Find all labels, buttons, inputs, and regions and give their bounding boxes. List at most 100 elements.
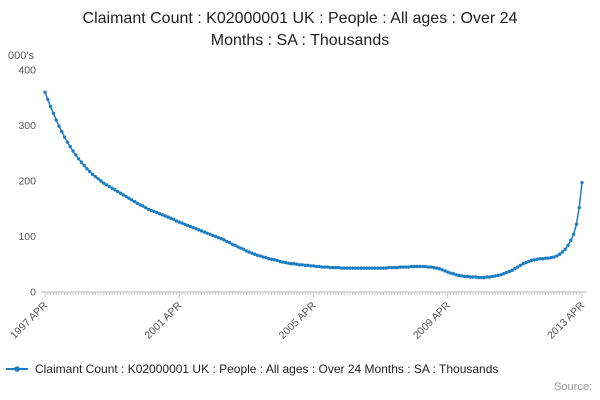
data-point [174, 219, 179, 223]
data-point [555, 254, 559, 258]
data-point [563, 247, 567, 251]
data-point [255, 253, 260, 258]
data-point [404, 265, 408, 269]
data-point [504, 270, 509, 275]
data-point [580, 180, 584, 185]
data-point [230, 242, 235, 246]
data-point [546, 256, 551, 260]
data-point [479, 275, 484, 280]
data-point [440, 268, 444, 272]
data-point [457, 273, 461, 278]
data-point [336, 265, 341, 270]
data-point [448, 271, 453, 275]
data-point [185, 223, 190, 228]
data-point [462, 274, 467, 279]
data-point [390, 265, 394, 270]
data-point [395, 265, 400, 270]
data-point [507, 269, 511, 274]
data-point [317, 264, 321, 269]
data-point [434, 266, 439, 270]
data-point [356, 266, 360, 270]
data-point [275, 258, 279, 263]
chart-title: Claimant Count : K02000001 UK : People :… [82, 10, 518, 49]
data-point [359, 266, 363, 270]
data-point [420, 264, 425, 269]
data-point [118, 191, 123, 195]
data-point [82, 163, 86, 168]
y-tick-label: 0 [30, 287, 36, 299]
data-point [62, 135, 67, 139]
data-point [538, 257, 542, 261]
data-point [381, 266, 386, 270]
data-point [258, 254, 263, 258]
data-point [566, 243, 570, 248]
y-tick-label: 300 [18, 120, 36, 132]
data-point [476, 275, 481, 280]
x-tick-label: 1997 APR [8, 299, 50, 341]
data-point [376, 266, 380, 270]
data-point [51, 111, 56, 115]
data-point [110, 186, 114, 190]
data-point [169, 216, 173, 220]
data-point [60, 129, 64, 134]
data-point [418, 264, 422, 269]
data-point [549, 255, 553, 260]
data-point [197, 228, 201, 232]
data-point [560, 250, 565, 254]
data-point [532, 258, 537, 262]
data-point [437, 266, 442, 271]
data-point [281, 260, 285, 264]
data-point [146, 207, 151, 212]
data-point [107, 184, 112, 189]
data-point [236, 245, 240, 249]
data-point [160, 213, 165, 217]
data-point [113, 188, 117, 192]
data-point [65, 140, 70, 144]
data-point [432, 265, 436, 270]
data-point [362, 266, 366, 270]
data-point [219, 237, 223, 241]
data-point [557, 252, 562, 256]
y-tick-label: 200 [18, 176, 36, 188]
data-point [205, 231, 209, 235]
data-point [48, 104, 53, 109]
y-tick-label: 100 [18, 231, 36, 243]
data-point [143, 205, 148, 210]
data-point [54, 118, 58, 122]
data-point [202, 230, 207, 234]
data-point [518, 263, 523, 268]
data-point [85, 167, 89, 171]
data-point [177, 220, 181, 224]
source-label: Source: [554, 381, 592, 393]
data-point [322, 265, 327, 269]
data-point [429, 265, 433, 269]
data-point [328, 265, 332, 270]
data-point [331, 265, 335, 270]
data-point [311, 264, 316, 268]
data-point [171, 217, 176, 221]
data-point [102, 181, 106, 185]
data-point [278, 259, 282, 264]
data-point [496, 273, 500, 278]
data-point [423, 264, 428, 269]
data-point [300, 263, 305, 267]
chart-legend: Claimant Count : K02000001 UK : People :… [5, 360, 600, 378]
data-point [398, 265, 402, 269]
data-point [183, 222, 187, 226]
x-tick-label: 2009 APR [411, 299, 453, 341]
data-point [233, 243, 237, 248]
data-point [152, 209, 156, 214]
data-point [267, 257, 271, 261]
data-point [387, 265, 391, 270]
data-point [451, 271, 456, 276]
data-point [297, 263, 302, 267]
data-point [253, 252, 257, 256]
data-point [482, 275, 486, 280]
data-point [79, 160, 84, 164]
data-point [574, 222, 579, 226]
data-point [350, 266, 355, 270]
data-point [348, 266, 352, 270]
data-point [272, 258, 277, 262]
legend-series-label: Claimant Count : K02000001 UK : People :… [35, 362, 499, 376]
data-point [269, 257, 274, 261]
